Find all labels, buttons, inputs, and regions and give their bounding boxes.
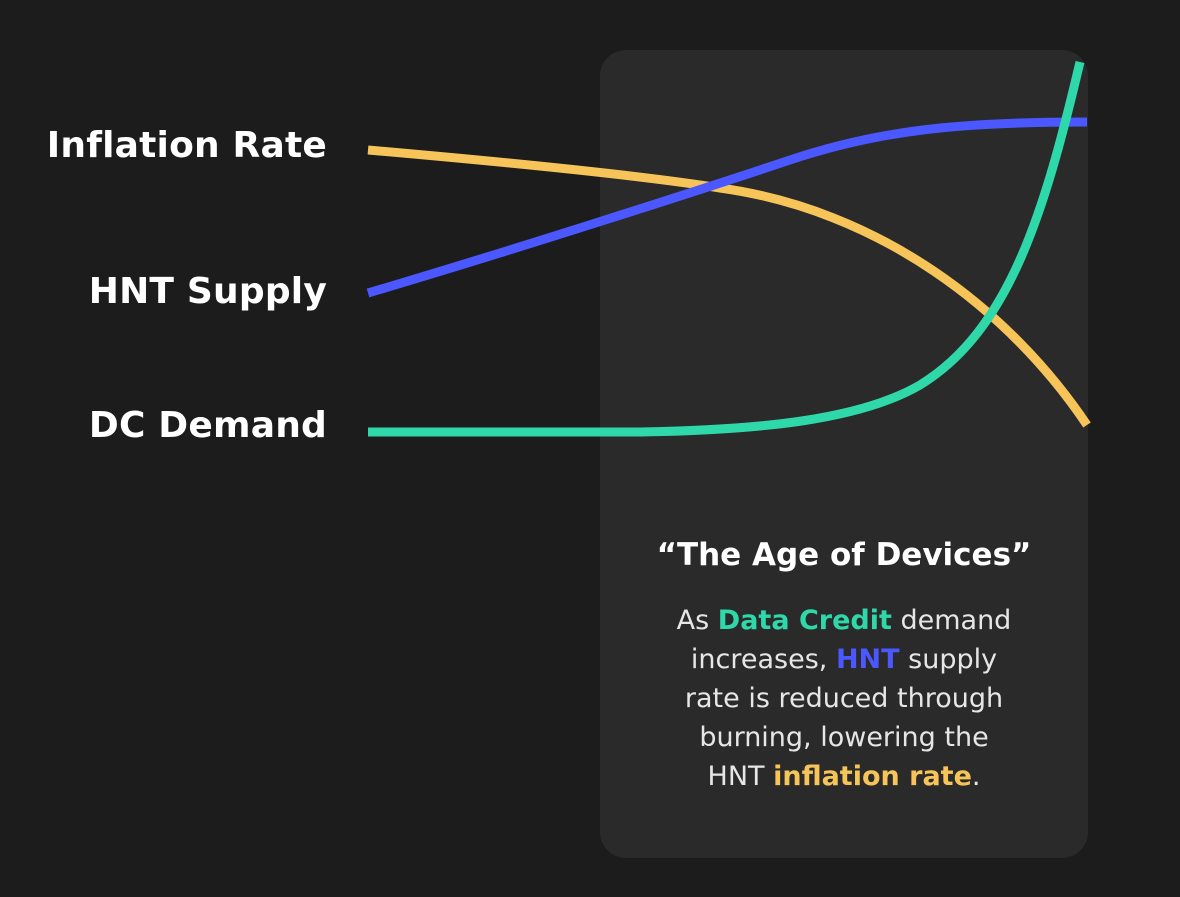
highlight-inflation-rate: inflation rate: [773, 761, 972, 792]
caption-text-4: .: [971, 761, 981, 792]
caption-text-1: As: [676, 605, 718, 636]
caption-body: As Data Credit demand increases, HNT sup…: [669, 601, 1019, 796]
label-dc-demand: DC Demand: [88, 405, 327, 446]
caption-text-2: demand increases,: [690, 605, 1012, 675]
hnt-supply-curve: [366, 117, 1088, 298]
dc-demand-curve: [368, 60, 1085, 437]
label-inflation-rate: Inflation Rate: [46, 125, 327, 166]
caption-text-3: supply rate is reduced through burning, …: [684, 644, 1004, 792]
caption: “The Age of Devices” As Data Credit dema…: [600, 533, 1088, 796]
highlight-hnt: HNT: [835, 644, 900, 675]
inflation-rate-curve: [367, 145, 1091, 428]
caption-title: “The Age of Devices”: [656, 537, 1032, 573]
highlight-data-credit: Data Credit: [717, 605, 892, 636]
label-hnt-supply: HNT Supply: [88, 271, 327, 312]
